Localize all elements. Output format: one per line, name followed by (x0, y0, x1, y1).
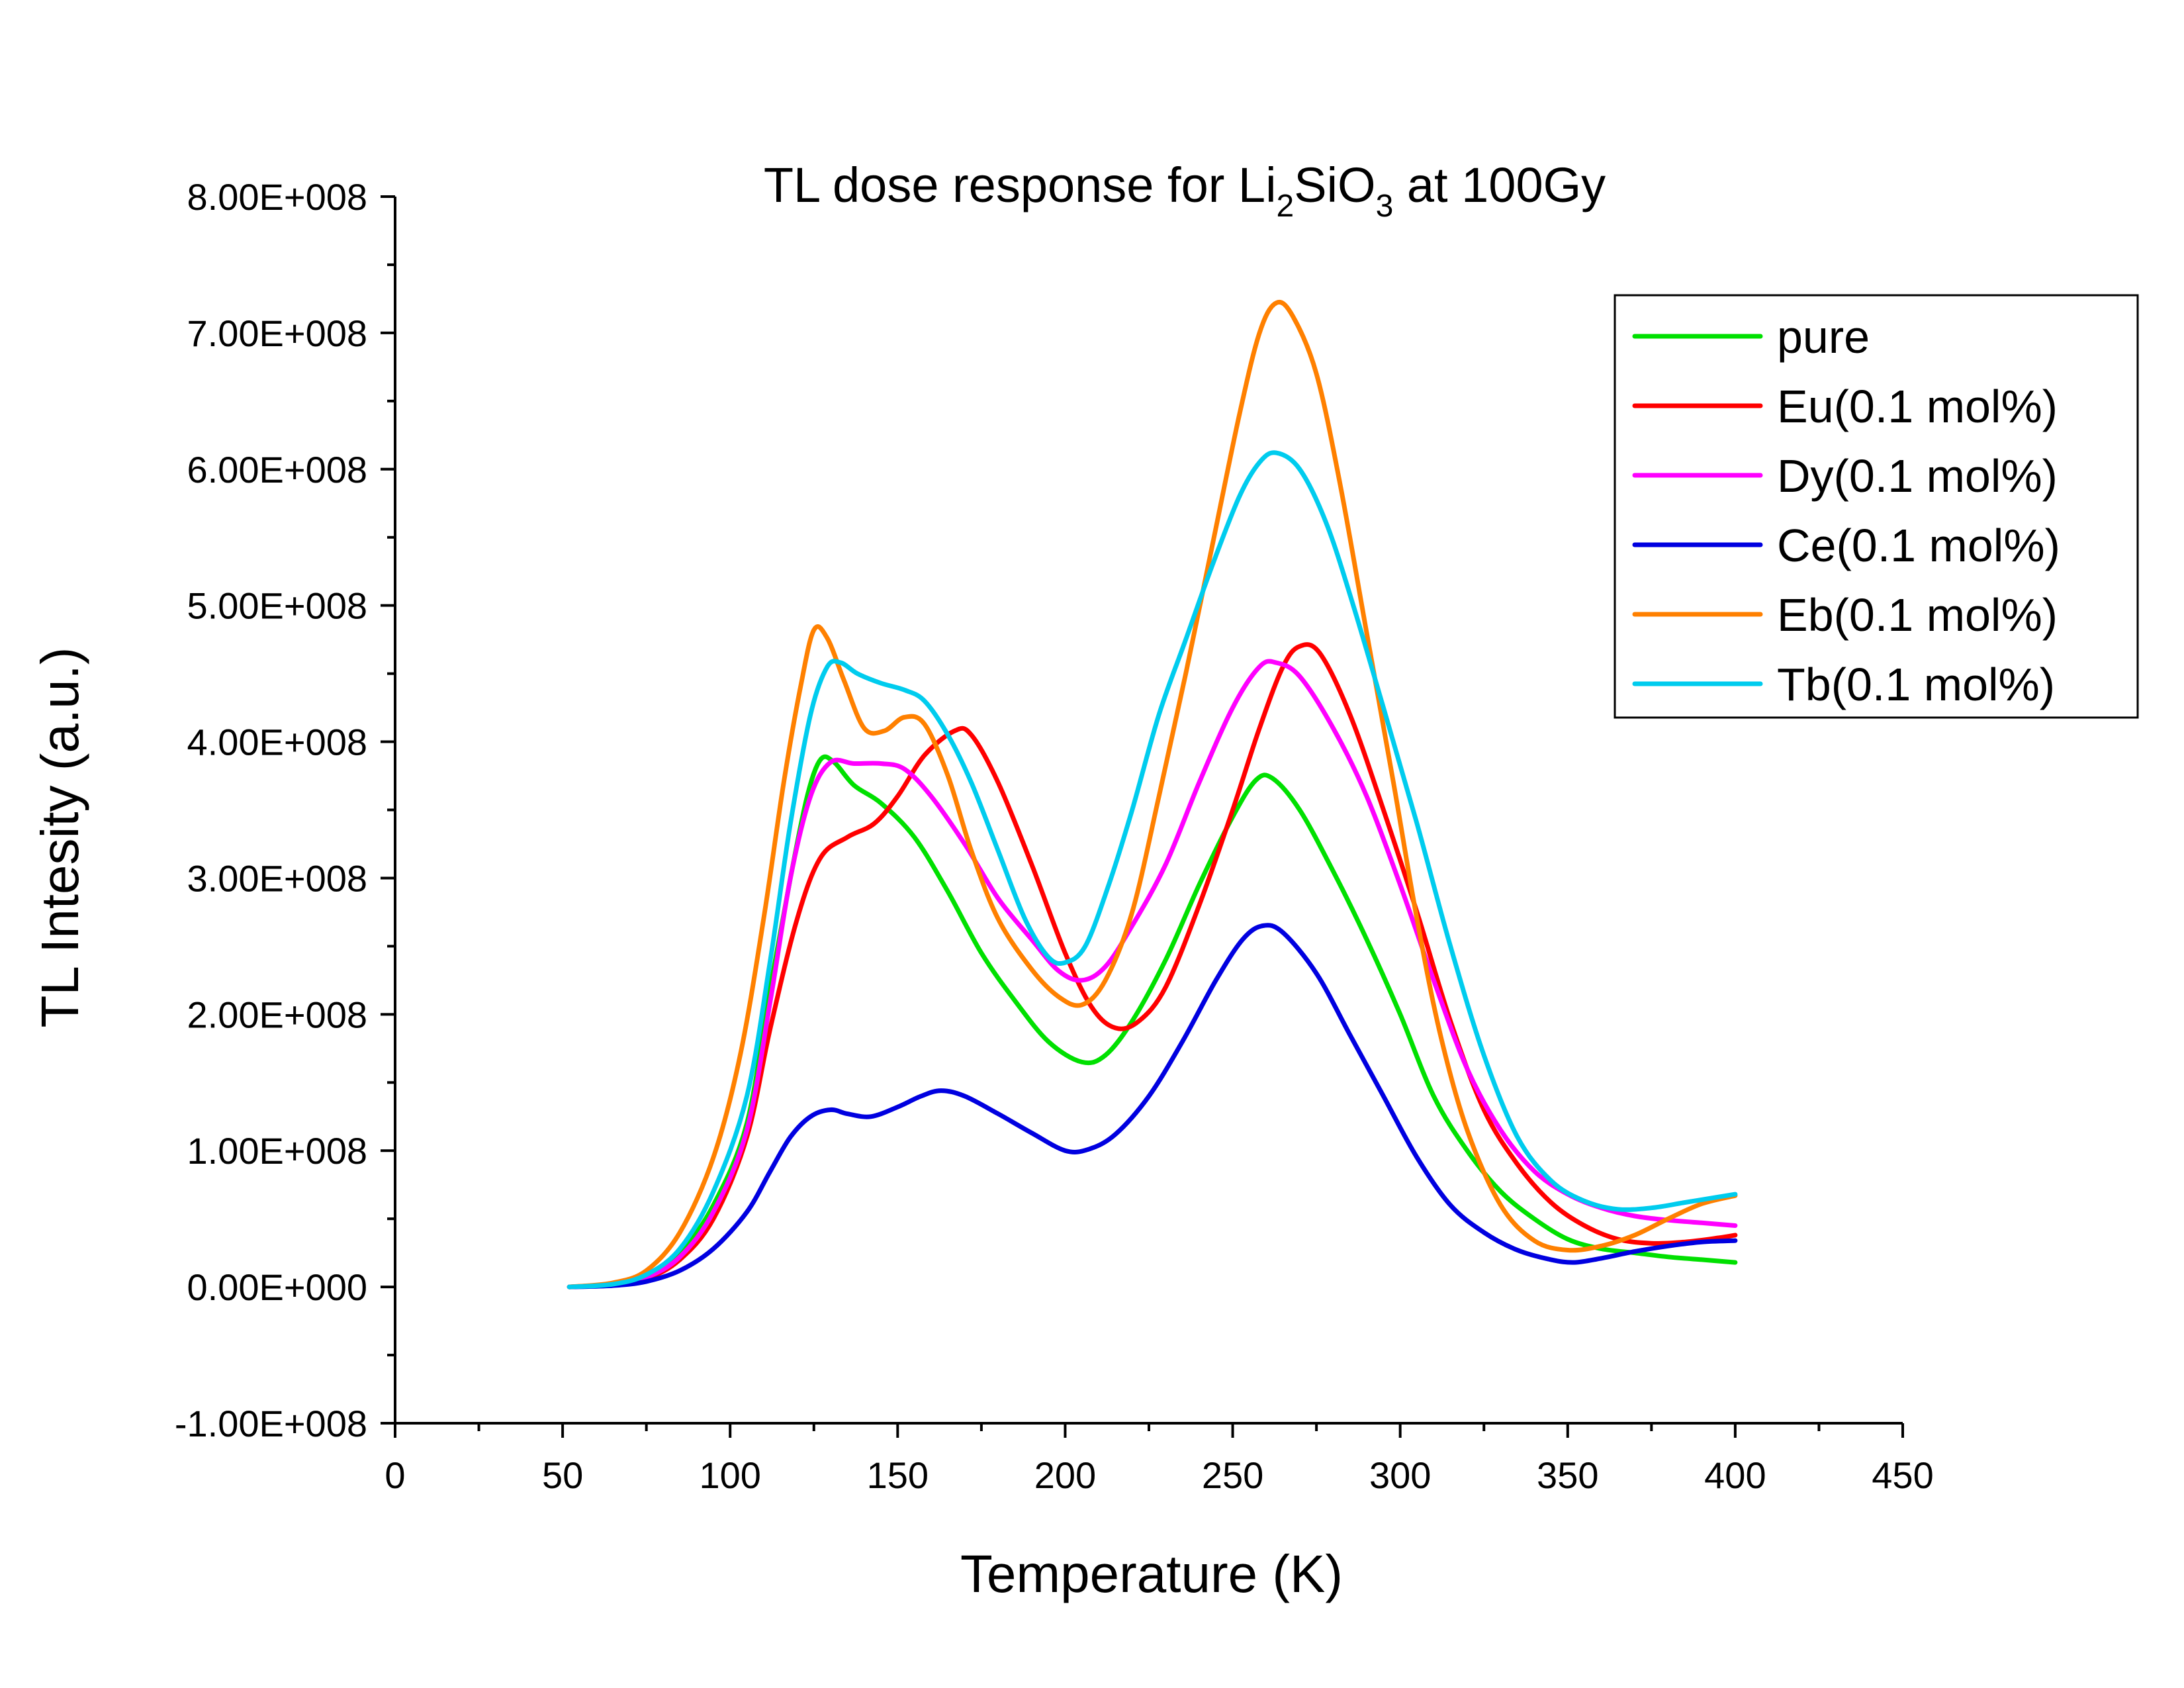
y-axis-title: TL Intesity (a.u.) (30, 647, 89, 1028)
chart-title: TL dose response for Li2SiO3 at 100Gy (764, 158, 1606, 224)
y-tick-label: 3.00E+008 (187, 857, 367, 899)
y-tick-label: 1.00E+008 (187, 1130, 367, 1172)
y-tick-label: -1.00E+008 (175, 1403, 367, 1444)
x-tick-label: 300 (1369, 1454, 1431, 1496)
series-group (567, 300, 1738, 1289)
series-line-4 (567, 300, 1738, 1289)
y-tick-label: 0.00E+000 (187, 1266, 367, 1308)
x-tick-label: 350 (1537, 1454, 1598, 1496)
y-tick-label: 5.00E+008 (187, 585, 367, 627)
x-tick-label: 450 (1872, 1454, 1933, 1496)
legend: pure Eu(0.1 mol%) Dy(0.1 mol%) Ce(0.1 mol%)… (1614, 294, 2139, 719)
series-line-3 (567, 923, 1738, 1289)
x-tick-label: 400 (1704, 1454, 1766, 1496)
x-tick-label: 200 (1034, 1454, 1096, 1496)
series-line-2 (567, 659, 1738, 1289)
series-line-5 (567, 450, 1738, 1289)
legend-label: Tb(0.1 mol%) (1777, 659, 2055, 710)
y-tick-label: 7.00E+008 (187, 312, 367, 354)
x-axis-ticks: 0 50 100 150 200 250 300 350 400 450 (385, 1423, 1934, 1496)
x-tick-label: 150 (867, 1454, 929, 1496)
x-tick-label: 0 (385, 1454, 405, 1496)
legend-label: Dy(0.1 mol%) (1777, 450, 2058, 502)
series-line-1 (567, 642, 1738, 1289)
legend-label: pure (1777, 311, 1870, 363)
y-tick-label: 2.00E+008 (187, 994, 367, 1035)
y-tick-label: 6.00E+008 (187, 449, 367, 491)
x-tick-label: 100 (700, 1454, 761, 1496)
x-tick-label: 250 (1202, 1454, 1263, 1496)
legend-box (1614, 294, 2139, 719)
legend-label: Eb(0.1 mol%) (1777, 589, 2058, 641)
y-axis-ticks: -1.00E+008 0.00E+000 1.00E+008 2.00E+008 3.0… (175, 176, 395, 1444)
legend-label: Eu(0.1 mol%) (1777, 381, 2058, 432)
y-tick-label: 4.00E+008 (187, 722, 367, 763)
y-tick-label: 8.00E+008 (187, 176, 367, 218)
x-tick-label: 50 (542, 1454, 583, 1496)
legend-label: Ce(0.1 mol%) (1777, 520, 2060, 571)
x-axis-title: Temperature (K) (960, 1544, 1343, 1603)
